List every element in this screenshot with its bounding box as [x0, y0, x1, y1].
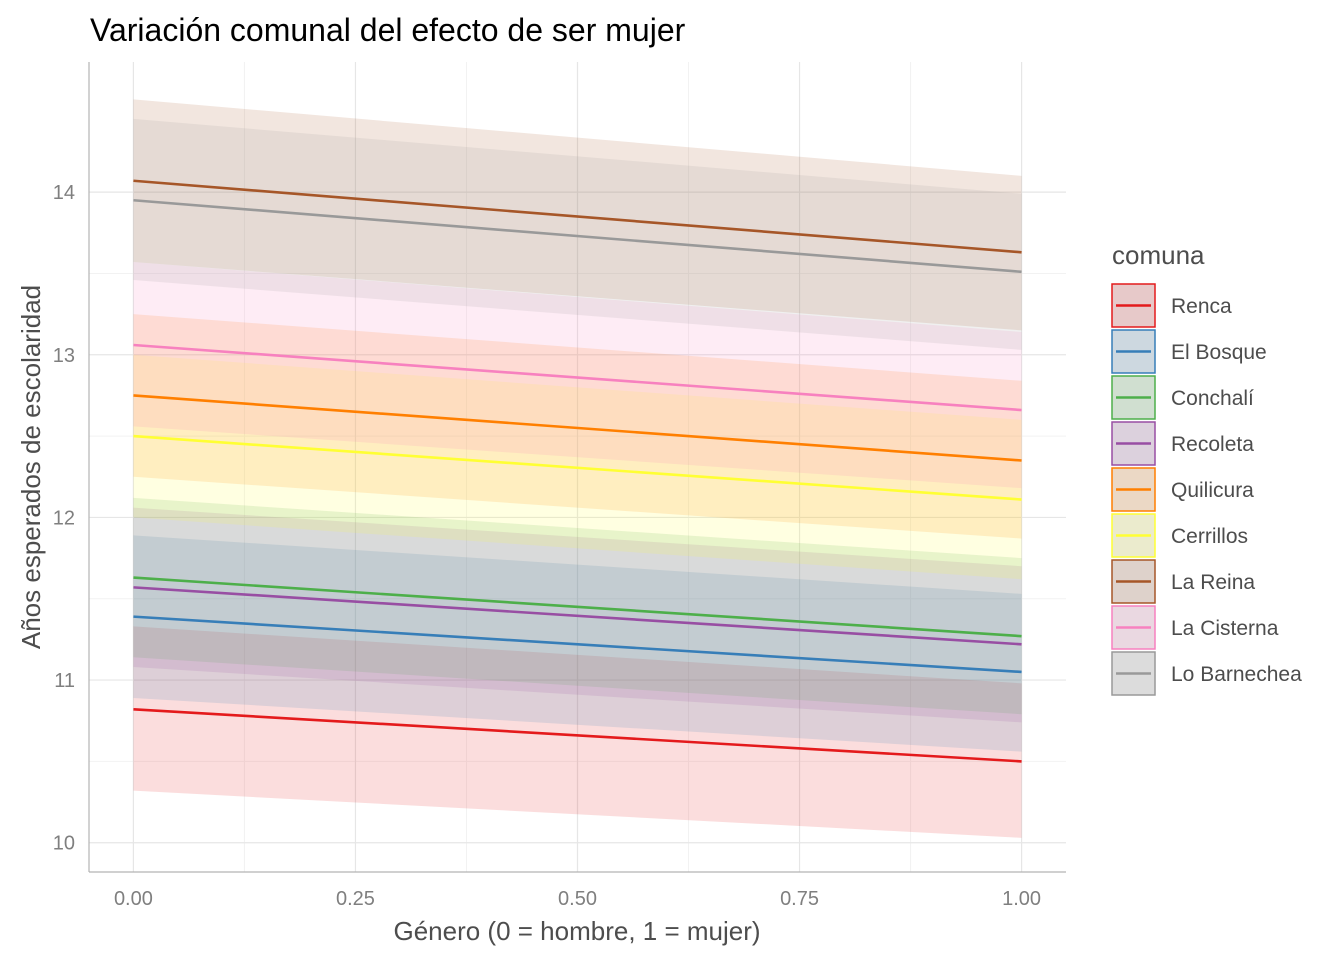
y-tick-label: 13 [53, 345, 75, 367]
legend-item: Cerrillos [1111, 513, 1248, 558]
confidence-band [133, 118, 1022, 350]
series-line [133, 394, 1022, 462]
confidence-band [133, 99, 1022, 331]
legend-item: La Cisterna [1111, 605, 1279, 650]
legend-title: comuna [1112, 240, 1205, 270]
confidence-band [133, 262, 1022, 489]
legend-item: La Reina [1111, 559, 1255, 604]
legend-item: Lo Barnechea [1111, 651, 1302, 696]
legend-item: Quilicura [1111, 467, 1254, 512]
legend-label: Lo Barnechea [1171, 663, 1302, 686]
series-line [133, 708, 1022, 763]
legend: comuna Renca El Bosque Conchalí Recoleta Qui… [1111, 240, 1302, 696]
legend-label: La Reina [1171, 571, 1255, 594]
series-line [133, 576, 1022, 638]
tick-labels: 10 11 12 13 14 0.00 0.25 0.50 0.75 1.00 [53, 182, 1041, 910]
legend-label: Recoleta [1171, 433, 1254, 456]
legend-label: El Bosque [1171, 341, 1267, 364]
series-line [133, 586, 1022, 646]
y-tick-label: 11 [54, 670, 75, 692]
x-tick-label: 0.75 [780, 888, 819, 910]
legend-label: Quilicura [1171, 479, 1254, 502]
x-tick-label: 0.25 [336, 888, 375, 910]
series-line [133, 434, 1022, 501]
grid [89, 62, 1066, 872]
y-axis-title: Años esperados de escolaridad [16, 285, 46, 649]
legend-label: La Cisterna [1171, 617, 1279, 640]
y-tick-label: 10 [53, 833, 75, 855]
chart-title: Variación comunal del efecto de ser muje… [90, 12, 686, 48]
series-line [133, 198, 1022, 274]
series-lines [133, 179, 1022, 763]
legend-item: Renca [1111, 283, 1232, 328]
legend-item: Recoleta [1111, 421, 1254, 466]
x-tick-label: 0.50 [558, 888, 597, 910]
confidence-band [133, 626, 1022, 838]
x-tick-label: 1.00 [1002, 888, 1041, 910]
legend-label: Conchalí [1171, 387, 1254, 410]
y-tick-label: 12 [53, 507, 75, 529]
legend-label: Renca [1171, 295, 1232, 318]
x-axis-title: Género (0 = hombre, 1 = mujer) [393, 916, 760, 946]
series-line [133, 179, 1022, 254]
legend-label: Cerrillos [1171, 525, 1248, 548]
series-line [133, 615, 1022, 674]
legend-item: Conchalí [1111, 375, 1254, 420]
x-tick-label: 0.00 [114, 888, 153, 910]
legend-item: El Bosque [1111, 329, 1267, 374]
series-line [133, 343, 1022, 412]
y-tick-label: 14 [53, 182, 75, 204]
